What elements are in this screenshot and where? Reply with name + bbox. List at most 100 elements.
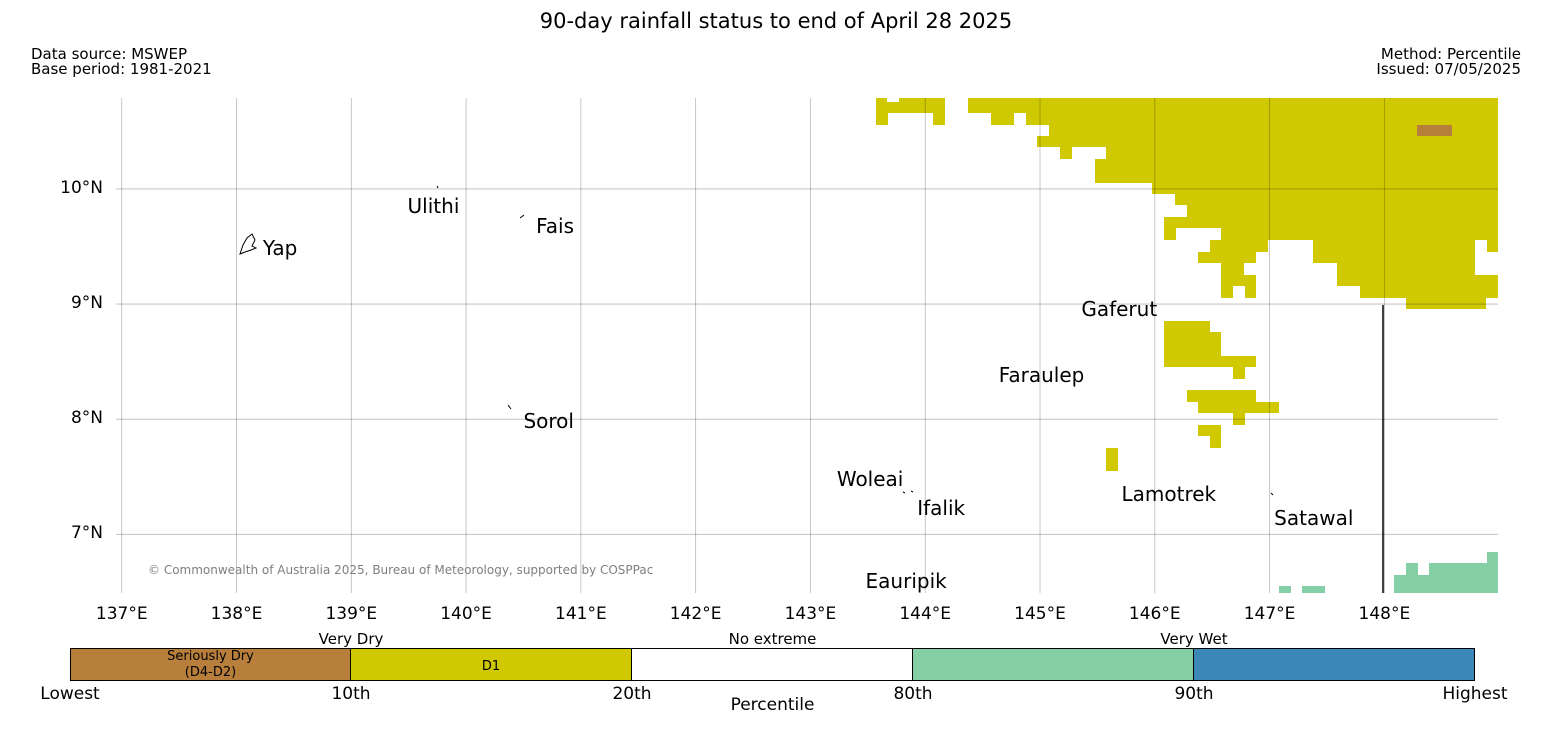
- legend-boundary-label: 10th: [331, 684, 371, 704]
- legend-boundary-label: Lowest: [40, 684, 100, 704]
- ulithi-atoll: [436, 185, 439, 189]
- lon-tick-label: 137°E: [95, 604, 148, 624]
- place-label: Yap: [262, 235, 298, 260]
- d1-cell: [1106, 448, 1118, 471]
- very-wet-cell: [1302, 586, 1325, 593]
- no-extreme-cell: [945, 98, 968, 113]
- ifalik-woleai-atolls: [902, 490, 914, 494]
- legend-group-label: Very Dry: [318, 630, 384, 648]
- d1-cell: [1210, 436, 1221, 448]
- d1-cell: [1187, 390, 1256, 402]
- d1-cell: [1313, 240, 1475, 252]
- place-label: Lamotrek: [1121, 482, 1217, 506]
- lat-tick-label: 10°N: [60, 177, 103, 198]
- lon-tick-label: 141°E: [555, 604, 607, 624]
- d1-cell: [1049, 125, 1498, 136]
- very-wet-cell: [1418, 575, 1430, 593]
- d1-cell: [1198, 402, 1279, 413]
- very-wet-cell: [1394, 575, 1406, 593]
- satawal-island: [1270, 492, 1274, 496]
- legend-swatch: D1: [351, 648, 632, 681]
- lat-tick-label: 9°N: [70, 293, 103, 314]
- legend-group-label: No extreme: [728, 630, 817, 648]
- very-wet-cell: [1487, 552, 1498, 593]
- d1-cell: [1198, 252, 1256, 263]
- d1-cell: [1487, 240, 1498, 252]
- rainfall-cells: [876, 98, 1498, 593]
- fais-island: [519, 214, 525, 219]
- very-wet-cell: [1406, 563, 1418, 593]
- d1-cell: [1164, 228, 1176, 240]
- legend-group-label: Very Wet: [1160, 630, 1228, 648]
- lat-tick-label: 8°N: [70, 408, 103, 429]
- d1-cell: [1233, 413, 1245, 425]
- d1-cell: [876, 113, 888, 125]
- d1-cell: [1095, 159, 1498, 183]
- place-label: Faraulep: [998, 363, 1085, 388]
- legend-title: Percentile: [730, 695, 815, 715]
- d1-cell: [876, 98, 1498, 113]
- method: Method: Percentile: [1380, 45, 1521, 63]
- legend-swatch: [913, 648, 1194, 681]
- lon-tick-label: 145°E: [1014, 604, 1066, 624]
- place-label: Satawal: [1274, 506, 1354, 531]
- d1-cell: [1152, 183, 1498, 194]
- place-label: Sorol: [523, 409, 574, 434]
- d1-cell: [1187, 205, 1498, 217]
- lon-tick-label: 138°E: [210, 604, 263, 624]
- lon-tick-label: 147°E: [1243, 604, 1296, 624]
- place-label: Eauripik: [865, 569, 947, 594]
- d1-cell: [991, 113, 1014, 125]
- very-wet-cell: [1279, 586, 1291, 593]
- lon-tick-label: 148°E: [1358, 604, 1411, 624]
- lon-tick-label: 140°E: [440, 604, 492, 624]
- legend-swatch-label: Seriously Dry (D4-D2): [167, 649, 254, 680]
- yap-island: [239, 233, 258, 255]
- lon-tick-label: 139°E: [325, 604, 378, 624]
- issued-date: Issued: 07/05/2025: [1376, 60, 1521, 78]
- no-extreme-cell: [1014, 113, 1026, 125]
- d1-cell: [1164, 321, 1210, 332]
- coastlines: [239, 185, 1274, 496]
- d1-cell: [1164, 356, 1256, 367]
- d1-cell: [1026, 113, 1498, 125]
- d1-cell: [1210, 240, 1268, 252]
- d1-cell: [1175, 194, 1498, 205]
- d1-cell: [1060, 147, 1072, 159]
- d1-cell: [1221, 275, 1256, 286]
- d1-cell: [1221, 263, 1244, 275]
- legend-swatch: Seriously Dry (D4-D2): [70, 648, 351, 681]
- d1-cell: [1106, 147, 1498, 159]
- place-label: Ulithi: [407, 194, 460, 219]
- seriously-dry-cell: [1417, 125, 1452, 136]
- lon-tick-label: 143°E: [784, 604, 837, 624]
- no-extreme-cell: [1037, 125, 1049, 136]
- place-label: Gaferut: [1081, 296, 1158, 321]
- sorol-atoll: [507, 404, 512, 410]
- lon-tick-label: 146°E: [1128, 604, 1181, 624]
- no-extreme-cell: [1072, 147, 1106, 159]
- legend-swatch-label: D1: [481, 659, 501, 674]
- very-wet-cell: [1429, 563, 1487, 593]
- map-grid: [116, 98, 1498, 593]
- no-extreme-cell: [887, 98, 899, 102]
- d1-cell: [1221, 286, 1233, 298]
- data-source: Data source: MSWEP: [31, 45, 188, 63]
- legend-boundary-label: 90th: [1174, 684, 1214, 704]
- d1-cell: [1037, 136, 1498, 147]
- lon-tick-label: 144°E: [899, 604, 952, 624]
- d1-cell: [1164, 217, 1498, 228]
- base-period: Base period: 1981-2021: [31, 60, 212, 78]
- d1-cell: [1313, 252, 1475, 263]
- copyright-notice: © Commonwealth of Australia 2025, Bureau…: [148, 563, 654, 577]
- legend-boundary-label: Highest: [1442, 684, 1508, 704]
- d1-cell: [1164, 332, 1221, 356]
- place-label: Fais: [536, 213, 575, 238]
- d1-cell: [1337, 263, 1475, 275]
- lon-tick-label: 142°E: [669, 604, 722, 624]
- legend-boundary-label: 80th: [893, 684, 933, 704]
- d1-cell: [1245, 286, 1256, 298]
- chart-title: 90-day rainfall status to end of April 2…: [539, 9, 1013, 33]
- legend-swatch: [632, 648, 913, 681]
